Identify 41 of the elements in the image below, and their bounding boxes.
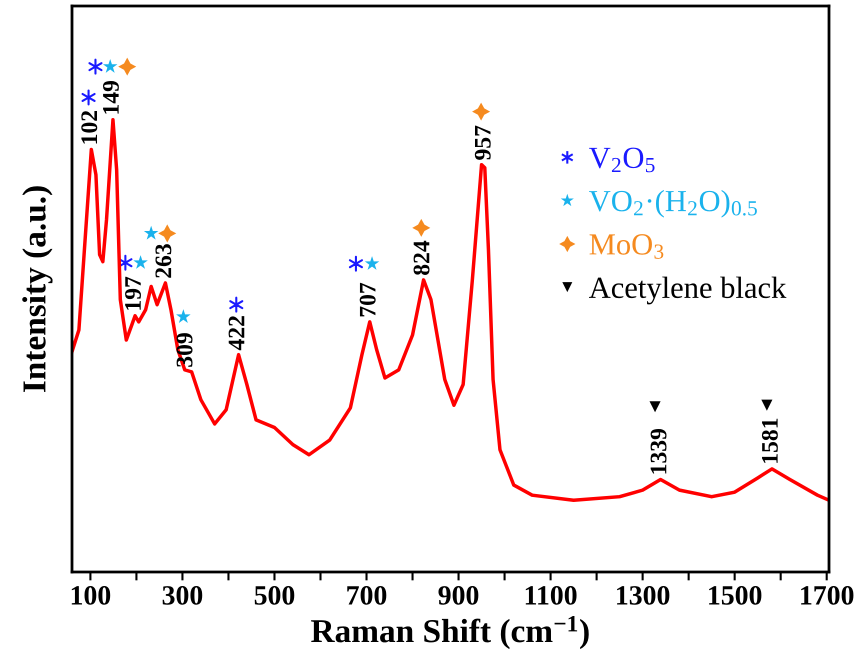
point (348, 256, 363, 272)
point (472, 102, 490, 121)
legend-label: VO$_{2}$·(H$_{2}$O)$_{0.5}$ (589, 190, 757, 218)
point (144, 226, 158, 240)
x-tick-label: 1100 (526, 586, 577, 605)
point (158, 224, 176, 242)
x-tick-label: 700 (347, 586, 386, 605)
legend-label: MoO$_{3}$ (590, 234, 664, 259)
annotation: 824 (414, 240, 430, 275)
annotation: 957 (474, 126, 491, 160)
x-tick-label: 1500 (709, 586, 762, 605)
point (412, 218, 430, 237)
annotation: 707 (360, 282, 376, 316)
x-tick-label: 900 (438, 586, 478, 605)
annotation: 1581 (762, 418, 778, 463)
annotation: 149 (103, 80, 119, 114)
x-tick-label: 500 (254, 586, 294, 605)
annotation: 197 (125, 276, 141, 310)
point (364, 256, 380, 270)
point (133, 255, 148, 269)
annotation: 102 (81, 110, 98, 144)
point (229, 296, 244, 313)
annotation: 263 (155, 244, 172, 278)
x-tick-label: 300 (162, 586, 202, 605)
point (118, 58, 136, 76)
x-tick-label: 100 (72, 586, 110, 605)
point (176, 309, 191, 323)
annotation: 422 (228, 316, 244, 350)
annotation: 1339 (650, 428, 666, 474)
legend-label: V$_{2}$O$_{5}$ (589, 148, 655, 172)
x-tick-label: 1700 (801, 586, 854, 605)
point (88, 58, 103, 75)
legend-label: Acetylene black (588, 276, 786, 304)
point (649, 401, 661, 412)
y-axis-title: Intensity (a.u.) (22, 186, 53, 392)
point (761, 400, 772, 411)
point (102, 59, 118, 73)
point (82, 89, 96, 106)
x-tick-label: 1300 (617, 586, 670, 605)
x-axis-title: Raman Shift (cm$^{−1}$) (311, 616, 589, 650)
annotation: 309 (176, 333, 192, 367)
